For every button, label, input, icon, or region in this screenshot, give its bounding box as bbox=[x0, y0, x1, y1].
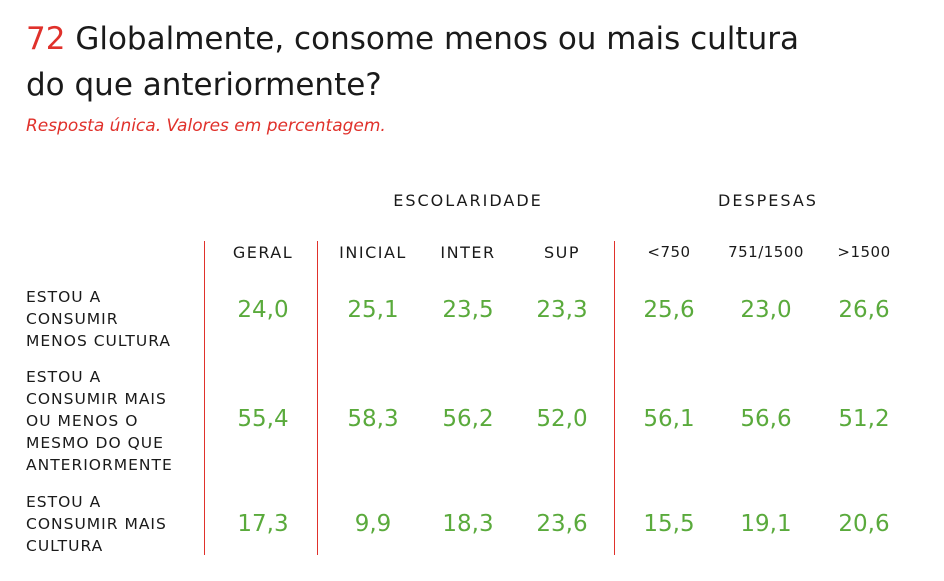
table-cell: 55,4 bbox=[237, 406, 289, 432]
column-header-751-1500: 751/1500 bbox=[728, 243, 804, 261]
table-cell: 52,0 bbox=[536, 406, 588, 432]
table-cell: 23,6 bbox=[536, 511, 588, 537]
column-header-lt750: <750 bbox=[647, 243, 691, 261]
column-header-sup: SUP bbox=[543, 243, 581, 262]
table-cell: 18,3 bbox=[442, 511, 494, 537]
table-cell: 15,5 bbox=[643, 511, 695, 537]
table-cell: 23,3 bbox=[536, 297, 588, 323]
table-cell: 23,0 bbox=[740, 297, 792, 323]
table-cell: 58,3 bbox=[347, 406, 399, 432]
group-label-escolaridade: ESCOLARIDADE bbox=[393, 191, 543, 210]
column-divider bbox=[317, 241, 318, 555]
table-cell: 20,6 bbox=[838, 511, 890, 537]
row-label-mesmo: ESTOU A CONSUMIR MAIS OU MENOS O MESMO D… bbox=[26, 368, 173, 474]
row-label-menos: ESTOU A CONSUMIR MENOS CULTURA bbox=[26, 288, 171, 350]
column-divider bbox=[204, 241, 205, 555]
table-cell: 56,2 bbox=[442, 406, 494, 432]
question-number: 72 bbox=[26, 21, 66, 57]
group-label-despesas: DESPESAS bbox=[718, 191, 818, 210]
column-header-inter: INTER bbox=[440, 243, 496, 262]
column-header-gt1500: >1500 bbox=[837, 243, 891, 261]
table-cell: 17,3 bbox=[237, 511, 289, 537]
column-header-inicial: INICIAL bbox=[339, 243, 407, 262]
table-cell: 56,1 bbox=[643, 406, 695, 432]
table-cell: 25,6 bbox=[643, 297, 695, 323]
column-divider bbox=[614, 241, 615, 555]
table-cell: 24,0 bbox=[237, 297, 289, 323]
table-cell: 26,6 bbox=[838, 297, 890, 323]
subtitle: Resposta única. Valores em percentagem. bbox=[26, 116, 386, 136]
page-title: 72 Globalmente, consome menos ou mais cu… bbox=[26, 16, 846, 108]
table-cell: 23,5 bbox=[442, 297, 494, 323]
table-cell: 51,2 bbox=[838, 406, 890, 432]
row-label-mais: ESTOU A CONSUMIR MAIS CULTURA bbox=[26, 493, 167, 555]
column-header-geral: GERAL bbox=[232, 243, 294, 262]
table-cell: 56,6 bbox=[740, 406, 792, 432]
question-text: Globalmente, consome menos ou mais cultu… bbox=[26, 21, 799, 103]
table-cell: 19,1 bbox=[740, 511, 792, 537]
table-cell: 25,1 bbox=[347, 297, 399, 323]
table-cell: 9,9 bbox=[354, 511, 392, 537]
